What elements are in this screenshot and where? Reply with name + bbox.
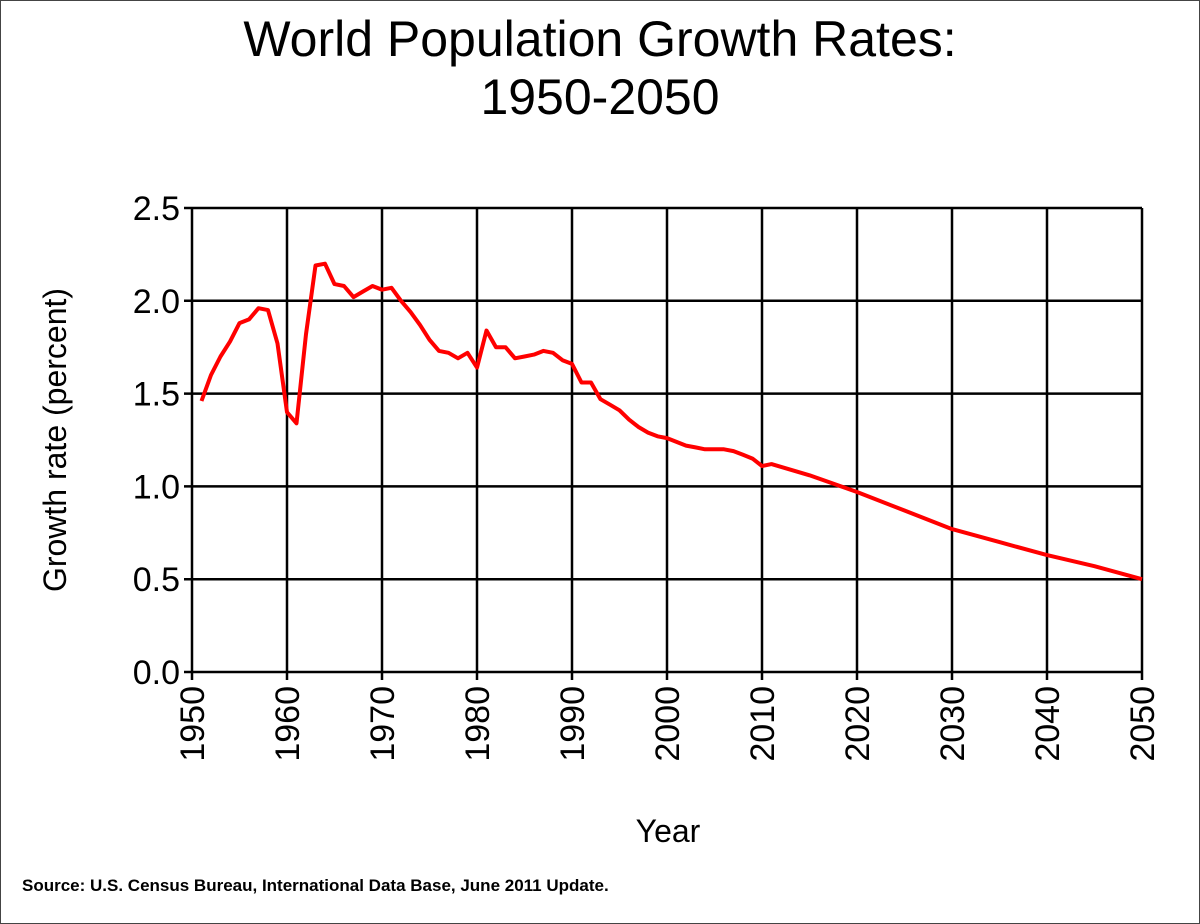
x-tick-label: 1970 <box>364 686 402 762</box>
x-tick-label: 1950 <box>174 686 212 762</box>
x-tick-labels: 1950 1960 1970 1980 1990 2000 2010 2020 2030 2040… <box>174 686 1162 762</box>
source-note: Source: U.S. Census Bureau, Internationa… <box>22 876 609 895</box>
x-axis-label: Year <box>636 813 701 849</box>
x-tick-label: 2050 <box>1124 686 1162 762</box>
y-tick-label: 0.5 <box>133 561 180 599</box>
y-tick-label: 1.0 <box>133 468 180 506</box>
x-tick-label: 1980 <box>459 686 497 762</box>
y-axis-label: Growth rate (percent) <box>37 288 73 592</box>
chart-title-line2: 1950-2050 <box>480 69 720 125</box>
grid <box>184 206 1144 680</box>
y-tick-label: 2.0 <box>133 283 180 321</box>
x-tick-label: 2030 <box>934 686 972 762</box>
series-line <box>199 261 1143 582</box>
x-tick-label: 2010 <box>744 686 782 762</box>
x-tick-label: 1960 <box>269 686 307 762</box>
x-tick-label: 1990 <box>554 686 592 762</box>
chart-title-line1: World Population Growth Rates: <box>243 11 957 67</box>
x-tick-label: 2000 <box>649 686 687 762</box>
x-tick-label: 2020 <box>839 686 877 762</box>
y-tick-labels: 0.0 0.5 1.0 1.5 2.0 2.5 <box>133 190 180 692</box>
y-tick-label: 1.5 <box>133 376 180 414</box>
y-tick-label: 0.0 <box>133 654 180 692</box>
x-tick-label: 2040 <box>1029 686 1067 762</box>
y-tick-label: 2.5 <box>133 190 180 228</box>
